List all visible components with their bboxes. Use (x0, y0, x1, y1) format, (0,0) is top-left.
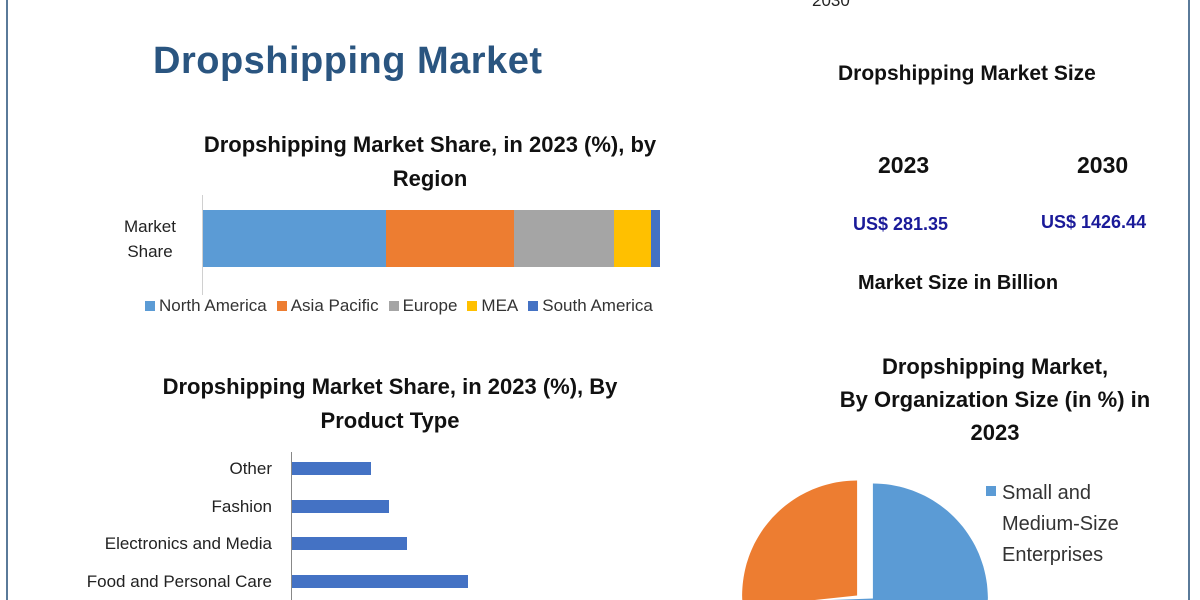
market-size-title: Dropshipping Market Size (838, 62, 1096, 85)
year-2030: 2030 (1077, 152, 1129, 178)
legend-item: South America (528, 296, 653, 316)
legend-label: Europe (402, 296, 458, 315)
pie-slice (742, 480, 858, 600)
legend-label: South America (542, 296, 653, 315)
region-stacked-bar (203, 210, 660, 267)
legend-item: North America (145, 296, 267, 316)
product-category-label: Food and Personal Care (86, 571, 272, 591)
year-2023: 2023 (878, 152, 930, 178)
legend-label: North America (159, 296, 267, 315)
legend-swatch (528, 301, 539, 311)
value-2023: US$ 281.35 (853, 214, 949, 234)
region-category-label: Market Share (124, 217, 176, 261)
legend-item: Asia Pacific (276, 296, 379, 316)
product-bar (292, 574, 468, 588)
product-category-label: Other (229, 459, 272, 478)
main-title: Dropshipping Market (153, 40, 543, 82)
region-chart-title: Dropshipping Market Share, in 2023 (%), … (140, 128, 720, 196)
product-bar (292, 499, 390, 513)
partial-year-text: 2030 (812, 0, 850, 10)
product-title-line2: Product Type (320, 408, 460, 433)
pie-legend-swatch (986, 486, 996, 496)
infographic-border (6, 0, 1190, 600)
legend-swatch (388, 301, 399, 311)
pie-chart-title: Dropshipping Market, By Organization Siz… (800, 350, 1190, 449)
product-bar (292, 462, 371, 475)
product-category-label: Electronics and Media (104, 534, 272, 553)
pie-legend-line: Small and (1002, 482, 1091, 504)
legend-item: MEA (467, 296, 518, 316)
pie-title-line2: By Organization Size (in %) in (839, 387, 1151, 412)
region-segment-mea (614, 210, 651, 267)
product-bar (292, 537, 408, 550)
pie-legend-label: Small and Medium-Size Enterprises (1002, 478, 1119, 571)
legend-swatch (467, 301, 478, 311)
organization-pie (742, 480, 988, 600)
region-title-line1: Dropshipping Market Share, in 2023 (%), … (203, 132, 657, 157)
pie-legend-line: Enterprises (1002, 544, 1104, 566)
region-segment-europe (513, 210, 615, 267)
pie-slice (830, 483, 988, 600)
region-segment-north-america (203, 210, 386, 267)
pie-title-line3: 2023 (970, 420, 1020, 445)
legend-label: Asia Pacific (290, 296, 379, 315)
legend-item: Europe (388, 296, 458, 316)
legend-swatch (276, 301, 287, 311)
product-chart-title: Dropshipping Market Share, in 2023 (%), … (100, 370, 680, 438)
region-segment-south-america (650, 210, 660, 267)
market-size-unit: Market Size in Billion (858, 272, 1059, 294)
product-category-label: Fashion (211, 496, 272, 516)
product-title-line1: Dropshipping Market Share, in 2023 (%), … (162, 374, 618, 399)
pie-legend-line: Medium-Size (1002, 513, 1119, 535)
region-title-line2: Region (392, 166, 468, 191)
region-segment-asia-pacific (385, 210, 514, 267)
legend-label: MEA (481, 296, 519, 315)
legend-swatch (145, 301, 155, 311)
product-axis (291, 452, 292, 600)
value-2030: US$ 1426.44 (1041, 212, 1147, 232)
region-axis (202, 195, 203, 295)
pie-title-line1: Dropshipping Market, (881, 354, 1109, 379)
region-legend: North America Asia Pacific Europe MEA South … (145, 296, 653, 316)
